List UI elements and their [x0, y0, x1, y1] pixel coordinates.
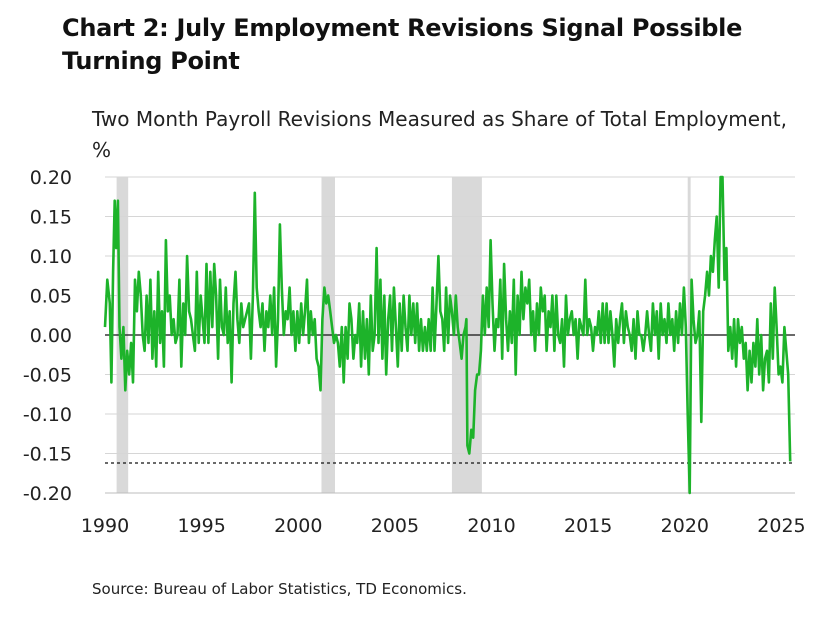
y-tick-label: 0.05: [30, 286, 72, 308]
x-tick-label: 2025: [757, 515, 805, 537]
x-tick-label: 1995: [177, 515, 225, 537]
gridlines: [105, 176, 795, 494]
x-tick-label: 1990: [81, 515, 129, 537]
x-tick-label: 2020: [661, 515, 709, 537]
x-axis-ticks: 1990 1995 2000 2005 2010 2015 2020 2025: [81, 515, 806, 537]
series-group: [103, 175, 792, 495]
y-tick-label: -0.05: [23, 365, 72, 387]
y-tick-label: 0.10: [30, 246, 72, 268]
y-tick-label: 0.15: [30, 207, 72, 229]
y-tick-label: -0.10: [23, 404, 72, 426]
y-tick-label: -0.20: [23, 483, 72, 505]
source-note: Source: Bureau of Labor Statistics, TD E…: [92, 580, 467, 598]
x-tick-label: 2010: [467, 515, 515, 537]
x-tick-label: 2005: [371, 515, 419, 537]
y-axis-ticks: 0.20 0.15 0.10 0.05 0.00 -0.05 -0.10 -0.15 -0.20: [23, 167, 72, 505]
x-tick-label: 2000: [274, 515, 322, 537]
chart-title: Chart 2: July Employment Revisions Signa…: [62, 14, 743, 75]
series-line: [103, 175, 792, 495]
y-tick-label: 0.00: [30, 325, 72, 347]
y-tick-label: -0.15: [23, 444, 72, 466]
x-tick-label: 2015: [564, 515, 612, 537]
y-tick-label: 0.20: [30, 167, 72, 189]
chart-subtitle: Two Month Payroll Revisions Measured as …: [92, 107, 787, 162]
